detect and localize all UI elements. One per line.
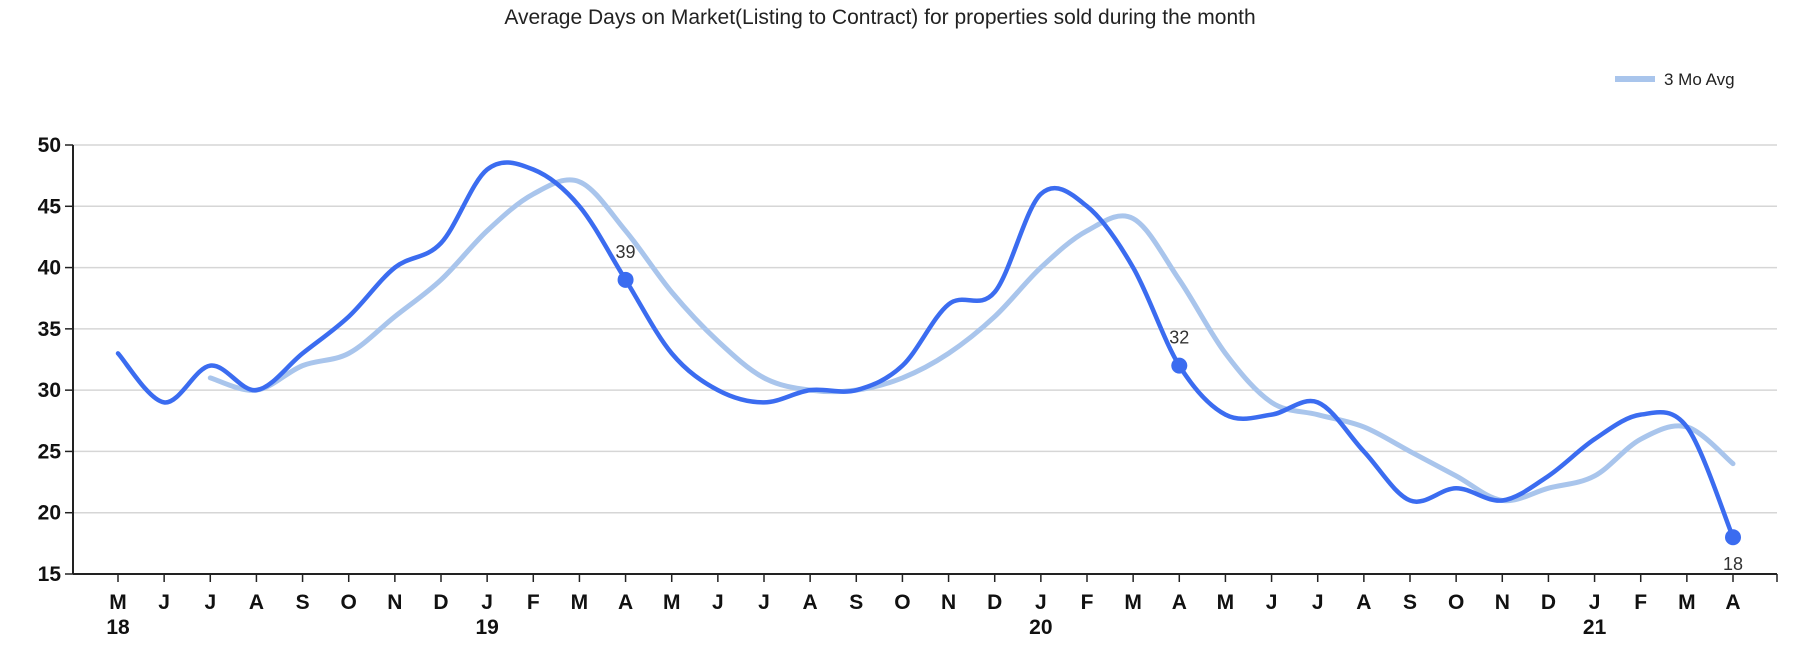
data-label: 18: [1723, 554, 1743, 574]
y-tick-label: 15: [38, 563, 62, 586]
x-tick-label: F: [1634, 591, 1647, 614]
x-tick-label: D: [433, 591, 448, 614]
x-tick-label: J: [1035, 591, 1047, 614]
data-label: 39: [616, 242, 636, 262]
x-tick-label: J: [481, 591, 493, 614]
y-tick-label: 50: [38, 134, 61, 157]
x-tick-label: A: [618, 591, 633, 614]
x-year-label: 21: [1583, 616, 1607, 639]
x-tick-label: O: [341, 591, 357, 614]
x-tick-label: S: [849, 591, 863, 614]
x-tick-label: N: [1495, 591, 1510, 614]
x-tick-label: A: [249, 591, 264, 614]
y-tick-label: 30: [38, 379, 61, 402]
x-tick-label: M: [1678, 591, 1696, 614]
x-tick-label: M: [109, 591, 127, 614]
x-year-label: 18: [106, 616, 130, 639]
chart-title: Average Days on Market(Listing to Contra…: [504, 6, 1255, 29]
x-tick-label: M: [1124, 591, 1142, 614]
y-tick-label: 25: [38, 440, 62, 463]
x-tick-label: D: [1541, 591, 1556, 614]
y-tick-label: 40: [38, 257, 61, 280]
x-tick-label: O: [894, 591, 910, 614]
x-tick-label: J: [1312, 591, 1324, 614]
x-tick-label: N: [387, 591, 402, 614]
x-year-label: 20: [1029, 616, 1052, 639]
x-tick-label: A: [1172, 591, 1187, 614]
y-tick-label: 20: [38, 502, 61, 525]
x-tick-label: J: [1266, 591, 1278, 614]
legend: 3 Mo Avg: [1615, 70, 1735, 89]
y-tick-label: 45: [38, 195, 62, 218]
x-tick-label: S: [1403, 591, 1417, 614]
y-tick-label: 35: [38, 318, 62, 341]
data-point-marker: [1725, 529, 1741, 546]
x-tick-label: J: [758, 591, 770, 614]
three-month-avg-line: [207, 177, 1736, 504]
x-tick-label: S: [296, 591, 310, 614]
data-point-marker: [1171, 357, 1188, 374]
x-tick-label: F: [1081, 591, 1094, 614]
x-tick-label: A: [1356, 591, 1371, 614]
x-tick-label: M: [663, 591, 681, 614]
x-tick-label: J: [158, 591, 170, 614]
x-tick-label: J: [712, 591, 724, 614]
x-tick-label: M: [1217, 591, 1235, 614]
data-label: 32: [1169, 328, 1189, 348]
x-tick-label: N: [941, 591, 956, 614]
x-tick-label: D: [987, 591, 1002, 614]
x-tick-label: F: [527, 591, 540, 614]
days-on-market-line: [115, 160, 1736, 540]
x-tick-label: A: [1725, 591, 1740, 614]
x-tick-label: J: [204, 591, 216, 614]
legend-label-3mo-avg: 3 Mo Avg: [1664, 70, 1735, 89]
x-tick-label: J: [1589, 591, 1601, 614]
x-tick-label: A: [803, 591, 818, 614]
x-tick-label: O: [1448, 591, 1464, 614]
x-year-label: 19: [475, 616, 498, 639]
data-point-marker: [617, 271, 634, 288]
x-tick-label: M: [571, 591, 589, 614]
